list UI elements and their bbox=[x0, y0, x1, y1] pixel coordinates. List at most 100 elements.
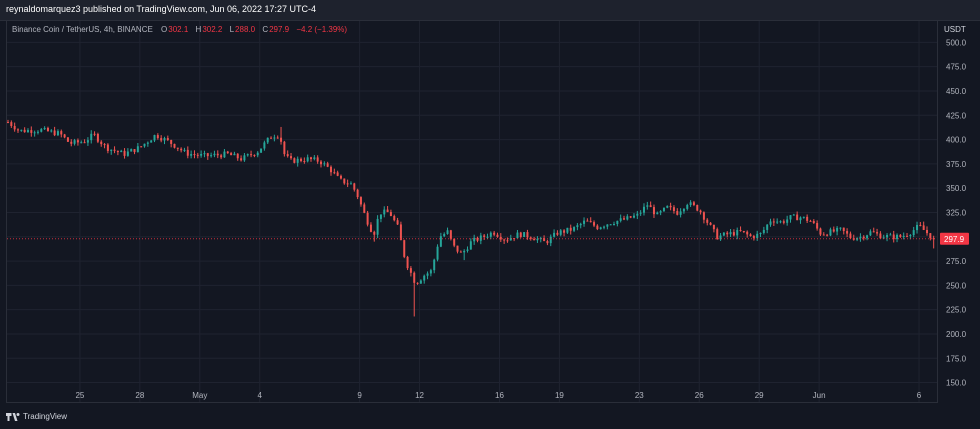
candle-body bbox=[186, 149, 189, 156]
candle-body bbox=[509, 238, 512, 241]
candle-body bbox=[403, 240, 406, 257]
x-tick-label: May bbox=[192, 391, 207, 400]
y-tick-label: 450.0 bbox=[946, 87, 967, 96]
candle-body bbox=[609, 224, 612, 226]
candle-body bbox=[433, 259, 436, 271]
candle-body bbox=[13, 126, 16, 130]
candle-body bbox=[26, 130, 29, 133]
candle-body bbox=[213, 153, 216, 156]
candle-body bbox=[346, 183, 349, 185]
y-tick-label: 275.0 bbox=[946, 257, 967, 266]
legend-close-label: C bbox=[262, 25, 269, 34]
candle-body bbox=[782, 221, 785, 223]
candle-body bbox=[619, 218, 622, 221]
candle-body bbox=[566, 227, 569, 233]
candle-body bbox=[756, 233, 759, 239]
candle-body bbox=[386, 209, 389, 213]
candle-body bbox=[296, 158, 299, 163]
candle-body bbox=[732, 232, 735, 236]
candle-body bbox=[383, 209, 386, 215]
candle-body bbox=[789, 215, 792, 220]
candle-body bbox=[429, 270, 432, 274]
candle-body bbox=[396, 220, 399, 225]
legend-open-label: O bbox=[161, 25, 168, 34]
candle-body bbox=[263, 142, 266, 149]
chart-frame bbox=[6, 20, 938, 403]
candle-body bbox=[36, 131, 39, 133]
candle-body bbox=[919, 224, 922, 226]
legend-change-value: −4.2 (−1.39%) bbox=[296, 25, 348, 34]
candle-body bbox=[869, 231, 872, 236]
candle-body bbox=[260, 148, 263, 153]
candle-body bbox=[130, 149, 133, 152]
candle-body bbox=[273, 137, 276, 139]
candle-body bbox=[369, 224, 372, 232]
candle-body bbox=[196, 154, 199, 156]
candle-body bbox=[413, 272, 416, 283]
candle-body bbox=[7, 122, 9, 124]
candle-body bbox=[226, 151, 229, 154]
candle-body bbox=[46, 127, 49, 132]
candle-body bbox=[752, 236, 755, 239]
candle-body bbox=[672, 207, 675, 212]
candle-body bbox=[553, 232, 556, 237]
x-tick-label: 29 bbox=[755, 391, 764, 400]
candle-body bbox=[456, 245, 459, 252]
candle-body bbox=[772, 221, 775, 223]
candle-body bbox=[220, 155, 223, 158]
candle-body bbox=[359, 197, 362, 205]
candle-body bbox=[250, 154, 253, 156]
candle-body bbox=[516, 232, 519, 239]
candle-body bbox=[406, 256, 409, 269]
y-tick-label: 425.0 bbox=[946, 111, 967, 120]
candle-body bbox=[409, 268, 412, 273]
candle-body bbox=[230, 153, 233, 156]
candle-body bbox=[533, 238, 536, 241]
candle-body bbox=[806, 216, 809, 221]
candle-body bbox=[809, 220, 812, 222]
candle-body bbox=[459, 251, 462, 253]
candle-body bbox=[832, 229, 835, 232]
x-tick-label: 19 bbox=[555, 391, 564, 400]
candle-body bbox=[846, 231, 849, 234]
candle-body bbox=[173, 143, 176, 148]
candle-body bbox=[160, 138, 163, 141]
candle-body bbox=[23, 129, 26, 133]
candle-body bbox=[599, 227, 602, 230]
candle-body bbox=[449, 230, 452, 239]
candle-body bbox=[859, 236, 862, 239]
candle-body bbox=[53, 130, 56, 136]
candle-body bbox=[656, 212, 659, 215]
tradingview-brand[interactable]: TradingView bbox=[6, 412, 67, 421]
candle-body bbox=[206, 153, 209, 157]
candle-body bbox=[469, 241, 472, 250]
candle-body bbox=[80, 142, 83, 144]
candle-body bbox=[779, 221, 782, 223]
candle-body bbox=[349, 183, 352, 185]
candle-body bbox=[483, 235, 486, 237]
legend-close-value: 297.9 bbox=[269, 25, 290, 34]
candle-body bbox=[446, 230, 449, 234]
candle-body bbox=[463, 250, 466, 253]
legend-open-value: 302.1 bbox=[168, 25, 189, 34]
candle-body bbox=[676, 211, 679, 215]
x-tick-label: 28 bbox=[135, 391, 144, 400]
candle-body bbox=[762, 229, 765, 233]
candle-body bbox=[529, 237, 532, 239]
candle-body bbox=[233, 153, 236, 156]
candle-body bbox=[293, 158, 296, 163]
candle-body bbox=[589, 221, 592, 223]
candle-body bbox=[453, 238, 456, 246]
candle-body bbox=[499, 236, 502, 240]
y-tick-label: 400.0 bbox=[946, 136, 967, 145]
candle-body bbox=[183, 149, 186, 151]
candle-body bbox=[829, 229, 832, 236]
candle-body bbox=[563, 230, 566, 233]
candle-body bbox=[929, 233, 932, 239]
candle-body bbox=[336, 172, 339, 176]
tradingview-logo-icon bbox=[6, 412, 20, 421]
candle-body bbox=[333, 172, 336, 174]
candle-body bbox=[223, 151, 226, 158]
candle-body bbox=[496, 234, 499, 237]
